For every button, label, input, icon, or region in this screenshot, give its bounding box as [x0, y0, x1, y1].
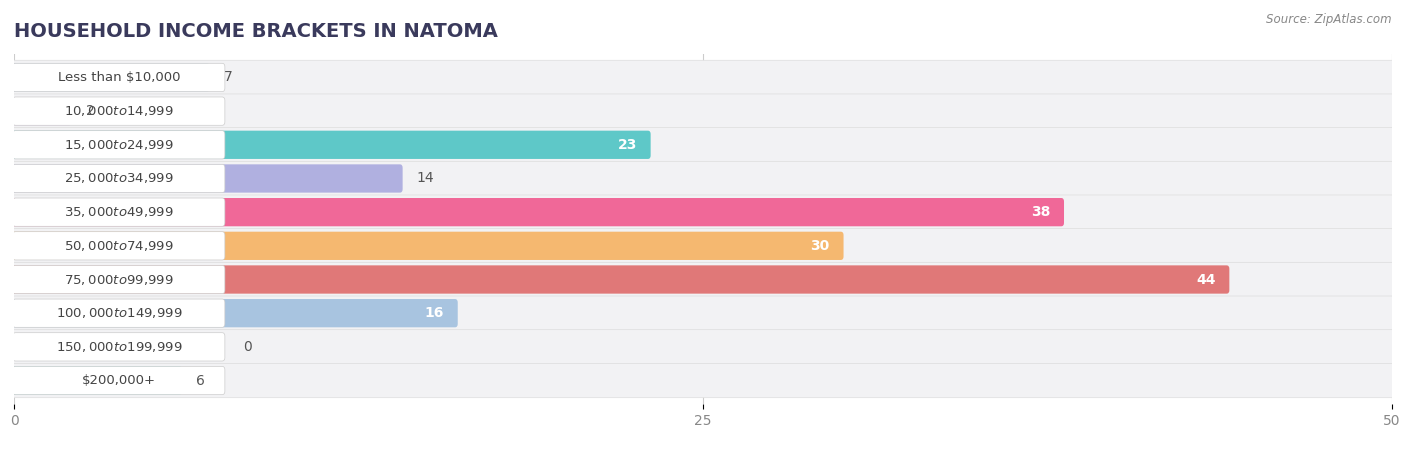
FancyBboxPatch shape — [10, 94, 1396, 128]
Text: Less than $10,000: Less than $10,000 — [58, 71, 180, 84]
FancyBboxPatch shape — [13, 63, 225, 92]
FancyBboxPatch shape — [13, 97, 225, 125]
Text: $35,000 to $49,999: $35,000 to $49,999 — [63, 205, 173, 219]
Text: $25,000 to $34,999: $25,000 to $34,999 — [63, 172, 173, 185]
Text: HOUSEHOLD INCOME BRACKETS IN NATOMA: HOUSEHOLD INCOME BRACKETS IN NATOMA — [14, 22, 498, 41]
Text: $50,000 to $74,999: $50,000 to $74,999 — [63, 239, 173, 253]
FancyBboxPatch shape — [11, 63, 209, 92]
FancyBboxPatch shape — [13, 232, 225, 260]
FancyBboxPatch shape — [11, 232, 844, 260]
FancyBboxPatch shape — [13, 131, 225, 159]
FancyBboxPatch shape — [13, 333, 225, 361]
FancyBboxPatch shape — [10, 296, 1396, 330]
FancyBboxPatch shape — [10, 229, 1396, 263]
Text: 23: 23 — [617, 138, 637, 152]
Text: 6: 6 — [195, 374, 205, 387]
FancyBboxPatch shape — [10, 262, 1396, 297]
Text: $15,000 to $24,999: $15,000 to $24,999 — [63, 138, 173, 152]
FancyBboxPatch shape — [11, 198, 1064, 226]
Text: $10,000 to $14,999: $10,000 to $14,999 — [63, 104, 173, 118]
FancyBboxPatch shape — [11, 299, 458, 327]
Text: 7: 7 — [224, 70, 232, 84]
Text: 38: 38 — [1031, 205, 1050, 219]
FancyBboxPatch shape — [13, 198, 225, 226]
Text: Source: ZipAtlas.com: Source: ZipAtlas.com — [1267, 13, 1392, 26]
FancyBboxPatch shape — [11, 131, 651, 159]
FancyBboxPatch shape — [13, 366, 225, 395]
FancyBboxPatch shape — [10, 330, 1396, 364]
FancyBboxPatch shape — [10, 195, 1396, 229]
FancyBboxPatch shape — [11, 366, 183, 395]
Text: 14: 14 — [416, 172, 434, 185]
Text: $150,000 to $199,999: $150,000 to $199,999 — [55, 340, 181, 354]
FancyBboxPatch shape — [11, 265, 1229, 294]
Text: 30: 30 — [810, 239, 830, 253]
FancyBboxPatch shape — [10, 161, 1396, 196]
Text: $75,000 to $99,999: $75,000 to $99,999 — [63, 273, 173, 286]
Text: 2: 2 — [86, 104, 94, 118]
FancyBboxPatch shape — [13, 164, 225, 193]
FancyBboxPatch shape — [13, 265, 225, 294]
FancyBboxPatch shape — [13, 299, 225, 327]
Text: 44: 44 — [1197, 273, 1216, 286]
FancyBboxPatch shape — [10, 60, 1396, 95]
FancyBboxPatch shape — [11, 164, 402, 193]
Text: 16: 16 — [425, 306, 444, 320]
FancyBboxPatch shape — [10, 363, 1396, 398]
FancyBboxPatch shape — [10, 128, 1396, 162]
Text: $200,000+: $200,000+ — [82, 374, 156, 387]
Text: $100,000 to $149,999: $100,000 to $149,999 — [55, 306, 181, 320]
Text: 0: 0 — [243, 340, 252, 354]
FancyBboxPatch shape — [11, 97, 72, 125]
